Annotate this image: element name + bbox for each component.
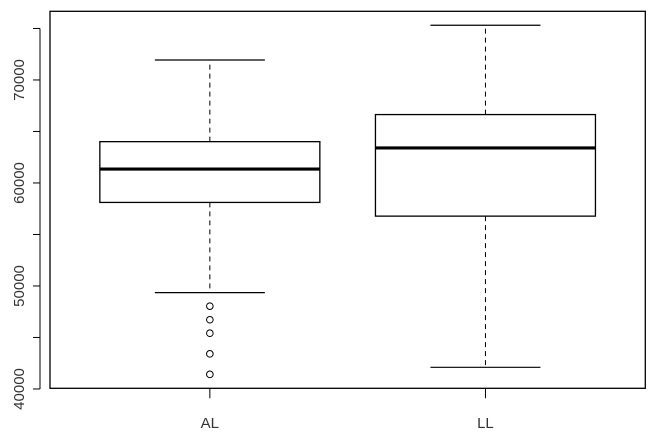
y-tick-label: 40000 [11,368,28,410]
y-tick-label: 60000 [11,162,28,204]
boxes [99,24,597,379]
outlier-point [206,302,214,310]
outlier-point [206,329,214,338]
box-ll [374,24,597,368]
iqr-box [374,113,597,217]
outlier-point [206,315,214,324]
x-tick-label: AL [201,415,219,432]
box-al [99,59,321,379]
y-tick-label: 70000 [11,59,28,101]
outlier-point [206,370,214,379]
outlier-point [206,350,214,358]
iqr-box [99,141,321,204]
y-tick-label: 50000 [11,265,28,307]
x-axis: AL LL [201,388,494,432]
x-tick-label: LL [477,415,494,432]
plot-frame [49,10,646,389]
y-axis: 40000 50000 60000 70000 [11,27,41,410]
